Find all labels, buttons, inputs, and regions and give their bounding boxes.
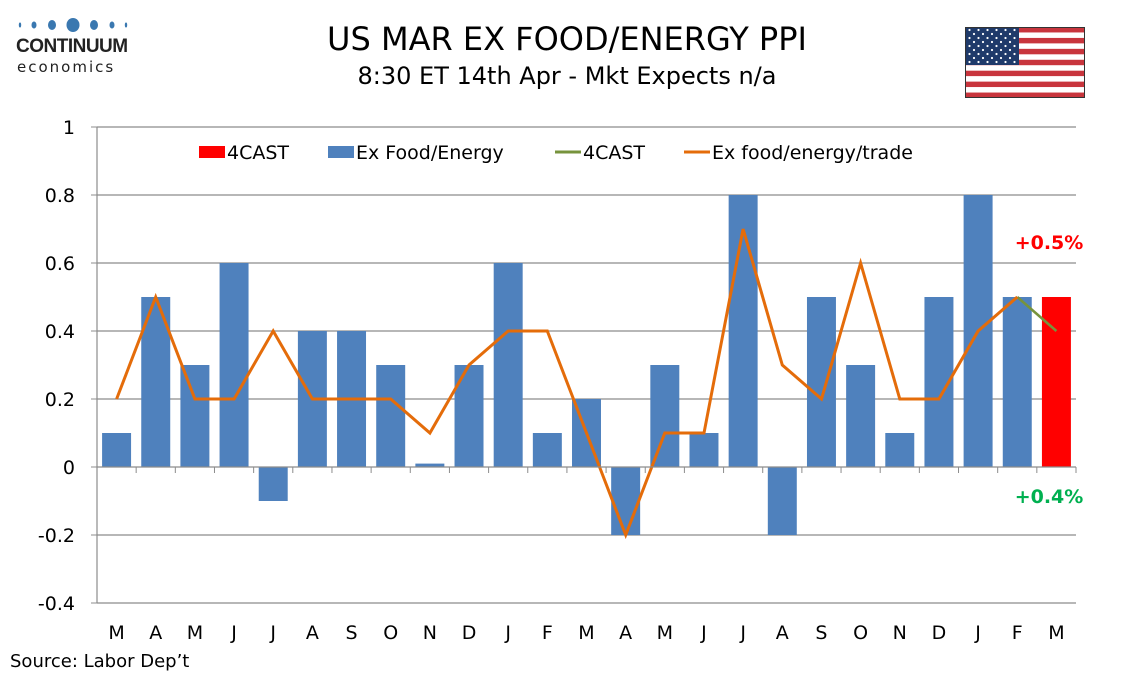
logo-tagline: economics bbox=[17, 58, 116, 76]
bar bbox=[767, 467, 797, 535]
bar bbox=[493, 263, 523, 467]
x-tick-label: S bbox=[815, 622, 827, 644]
y-tick-label: 0 bbox=[63, 457, 75, 479]
x-tick-label: F bbox=[542, 622, 553, 644]
x-tick-label: F bbox=[1012, 622, 1023, 644]
legend-label: Ex food/energy/trade bbox=[712, 142, 913, 164]
bar bbox=[885, 433, 915, 467]
x-tick-label: A bbox=[776, 622, 789, 644]
y-tick-label: 0.8 bbox=[45, 185, 75, 207]
bars bbox=[102, 195, 1071, 535]
x-tick-label: N bbox=[423, 622, 437, 644]
x-tick-label: J bbox=[269, 622, 276, 644]
axes: 1 0.8 0.6 0.4 0.2 0 -0.2 -0.4 M A M J J A S O N D J F M A M J J A… bbox=[38, 117, 1077, 644]
x-tick-label: J bbox=[700, 622, 707, 644]
legend-label: 4CAST bbox=[583, 142, 645, 164]
y-tick-label: 0.6 bbox=[45, 253, 75, 275]
logo-wordmark: CONTINUUM bbox=[16, 36, 128, 57]
x-tick-label: S bbox=[346, 622, 358, 644]
x-tick-label: J bbox=[504, 622, 511, 644]
legend-item-4cast-bar: 4CAST bbox=[199, 142, 289, 164]
x-tick-label: D bbox=[462, 622, 477, 644]
legend-item-4cast-line: 4CAST bbox=[555, 142, 645, 164]
legend-swatch bbox=[199, 146, 225, 158]
bar bbox=[611, 467, 641, 535]
bar bbox=[415, 463, 445, 467]
gridlines bbox=[97, 126, 1076, 604]
x-tick-label: J bbox=[739, 622, 746, 644]
lines bbox=[115, 228, 1058, 540]
forecast-bar bbox=[1041, 297, 1071, 467]
bar bbox=[846, 365, 876, 467]
y-tick-label: 0.2 bbox=[45, 389, 75, 411]
y-tick-label: 0.4 bbox=[45, 321, 75, 343]
x-tick-label: M bbox=[187, 622, 203, 644]
legend-swatch bbox=[328, 146, 354, 158]
bar bbox=[532, 433, 562, 467]
forecast-line bbox=[1016, 296, 1058, 332]
x-tick-label: M bbox=[1048, 622, 1064, 644]
x-tick-label: J bbox=[974, 622, 981, 644]
legend-item-ex-food-energy: Ex Food/Energy bbox=[328, 142, 504, 164]
x-tick-label: D bbox=[932, 622, 947, 644]
y-tick-label: -0.4 bbox=[38, 593, 75, 615]
x-tick-label: N bbox=[893, 622, 907, 644]
forecast-bar-annotation: +0.5% bbox=[1015, 232, 1084, 254]
x-tick-label: M bbox=[108, 622, 124, 644]
y-tick-label: 1 bbox=[63, 117, 75, 139]
bar bbox=[376, 365, 406, 467]
legend: 4CAST Ex Food/Energy 4CAST Ex food/energy/t… bbox=[199, 142, 913, 164]
us-flag-icon bbox=[965, 27, 1085, 98]
legend-item-ex-food-energy-trade: Ex food/energy/trade bbox=[684, 142, 913, 164]
legend-label: 4CAST bbox=[227, 142, 289, 164]
bar bbox=[180, 365, 210, 467]
bar bbox=[219, 263, 249, 467]
forecast-line-annotation: +0.4% bbox=[1015, 486, 1084, 508]
bar bbox=[1002, 297, 1032, 467]
y-tick-label: -0.2 bbox=[38, 525, 75, 547]
chart-subtitle: 8:30 ET 14th Apr - Mkt Expects n/a bbox=[357, 62, 777, 90]
logo-dots-icon bbox=[18, 18, 128, 32]
x-tick-label: M bbox=[657, 622, 673, 644]
x-tick-label: M bbox=[578, 622, 594, 644]
bar bbox=[728, 195, 758, 467]
x-tick-label: O bbox=[853, 622, 868, 644]
bar bbox=[806, 297, 836, 467]
source-note: Source: Labor Dep’t bbox=[10, 651, 190, 672]
bar bbox=[102, 433, 132, 467]
x-tick-label: A bbox=[306, 622, 319, 644]
chart-title: US MAR EX FOOD/ENERGY PPI bbox=[327, 20, 807, 58]
x-tick-label: A bbox=[149, 622, 162, 644]
x-tick-label: J bbox=[230, 622, 237, 644]
legend-label: Ex Food/Energy bbox=[356, 142, 504, 164]
trade-line bbox=[115, 228, 1019, 540]
x-tick-label: A bbox=[619, 622, 632, 644]
bar bbox=[650, 365, 680, 467]
bar bbox=[258, 467, 288, 501]
x-tick-label: O bbox=[383, 622, 398, 644]
bar bbox=[689, 433, 719, 467]
